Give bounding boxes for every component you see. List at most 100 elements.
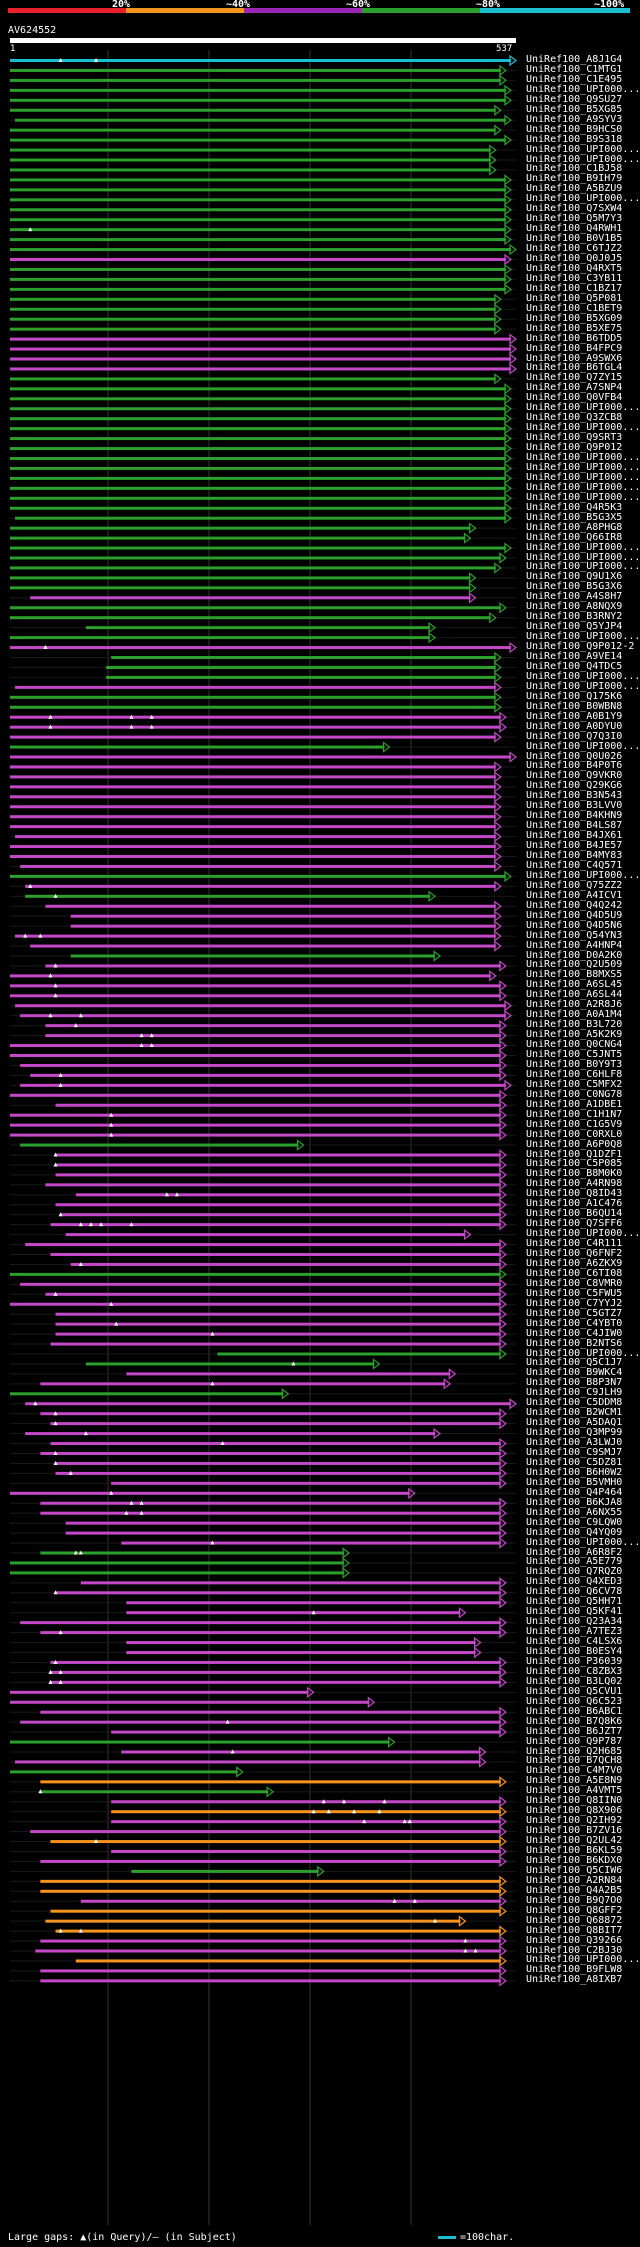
hit-bar[interactable] <box>55 1461 501 1465</box>
hit-label[interactable]: UniRef100_C6HLF8 <box>526 1068 623 1080</box>
hit-bar[interactable] <box>15 835 496 839</box>
hit-label[interactable]: UniRef100_Q7SFF6 <box>526 1218 623 1230</box>
hit-bar[interactable] <box>10 248 511 252</box>
hit-label[interactable]: UniRef100_B3L720 <box>526 1019 623 1031</box>
hit-label[interactable]: UniRef100_C5MFX2 <box>526 1078 623 1090</box>
hit-label[interactable]: UniRef100_Q5YJP4 <box>526 621 623 633</box>
hit-track[interactable] <box>10 353 517 365</box>
hit-track[interactable] <box>10 1815 516 1828</box>
hit-track[interactable] <box>10 1179 516 1191</box>
hit-bar[interactable] <box>10 1133 501 1137</box>
hit-label[interactable]: UniRef100_Q9VKR0 <box>526 770 623 782</box>
hit-track[interactable] <box>10 1567 516 1579</box>
hit-bar[interactable] <box>50 1680 501 1684</box>
hit-track[interactable] <box>10 791 516 803</box>
hit-bar[interactable] <box>10 1044 501 1048</box>
hit-bar[interactable] <box>10 735 496 739</box>
hit-bar[interactable] <box>10 407 506 411</box>
hit-track[interactable] <box>10 1537 516 1549</box>
hit-bar[interactable] <box>10 1571 345 1575</box>
hit-bar[interactable] <box>10 476 506 480</box>
hit-label[interactable]: UniRef100_B9Q7O0 <box>526 1894 623 1906</box>
hit-bar[interactable] <box>111 1820 501 1824</box>
hit-track[interactable] <box>10 1278 516 1291</box>
hit-track[interactable] <box>10 840 516 853</box>
hit-track[interactable] <box>10 303 516 315</box>
hit-label[interactable]: UniRef100_B5G3X5 <box>526 511 623 523</box>
hit-label[interactable]: UniRef100_B8P3N7 <box>526 1377 623 1389</box>
hit-track[interactable] <box>10 830 516 843</box>
hit-label[interactable]: UniRef100_C6TI08 <box>526 1267 623 1279</box>
hit-bar[interactable] <box>50 1840 501 1844</box>
hit-bar[interactable] <box>10 1054 501 1057</box>
hit-label[interactable]: UniRef100_Q6C523 <box>526 1695 623 1707</box>
hit-label[interactable]: UniRef100_Q5P081 <box>526 292 623 304</box>
hit-bar[interactable] <box>10 526 471 530</box>
hit-label[interactable]: UniRef100_UPI000... <box>526 680 640 692</box>
hit-bar[interactable] <box>55 1173 501 1177</box>
hit-bar[interactable] <box>10 855 496 858</box>
hit-track[interactable] <box>10 472 516 485</box>
hit-label[interactable]: UniRef100_Q0U026 <box>526 750 623 762</box>
hit-label[interactable]: UniRef100_B6ABC1 <box>526 1705 623 1717</box>
hit-label[interactable]: UniRef100_Q75ZZ2 <box>526 879 623 891</box>
hit-track[interactable] <box>10 1238 516 1251</box>
hit-bar[interactable] <box>111 1800 501 1804</box>
hit-track[interactable] <box>10 124 516 136</box>
hit-track[interactable] <box>10 1855 516 1868</box>
hit-bar[interactable] <box>10 695 496 699</box>
hit-track[interactable] <box>10 542 516 554</box>
hit-track[interactable] <box>10 1686 516 1698</box>
hit-bar[interactable] <box>10 148 491 152</box>
hit-track[interactable] <box>10 1199 516 1211</box>
hit-bar[interactable] <box>10 258 506 261</box>
hit-bar[interactable] <box>30 944 496 948</box>
hit-bar[interactable] <box>55 1203 501 1207</box>
hit-label[interactable]: UniRef100_UPI000... <box>526 452 640 463</box>
hit-label[interactable]: UniRef100_C4Q571 <box>526 859 623 871</box>
hit-track[interactable] <box>10 880 516 893</box>
hit-label[interactable]: UniRef100_B7Q8K6 <box>526 1715 623 1727</box>
hit-bar[interactable] <box>10 1561 345 1565</box>
hit-track[interactable] <box>10 1497 516 1509</box>
hit-bar[interactable] <box>10 646 511 650</box>
hit-bar[interactable] <box>60 1213 501 1217</box>
hit-bar[interactable] <box>20 1621 501 1625</box>
hit-bar[interactable] <box>20 1014 506 1018</box>
hit-label[interactable]: UniRef100_C5DZ81 <box>526 1456 623 1468</box>
hit-label[interactable]: UniRef100_UPI000... <box>526 83 640 95</box>
hit-label[interactable]: UniRef100_B5VMH0 <box>526 1476 623 1488</box>
hit-label[interactable]: UniRef100_B4P0T6 <box>526 760 623 772</box>
hit-bar[interactable] <box>45 904 496 908</box>
hit-bar[interactable] <box>10 417 506 421</box>
hit-bar[interactable] <box>10 1093 501 1097</box>
hit-bar[interactable] <box>40 1710 501 1714</box>
hit-bar[interactable] <box>45 1183 501 1187</box>
hit-track[interactable] <box>10 621 516 634</box>
hit-bar[interactable] <box>80 1581 501 1585</box>
hit-bar[interactable] <box>10 845 496 849</box>
hit-bar[interactable] <box>40 1780 501 1784</box>
hit-bar[interactable] <box>10 1272 501 1276</box>
hit-bar[interactable] <box>10 775 496 779</box>
hit-label[interactable]: UniRef100_B5G3X6 <box>526 581 623 593</box>
hit-label[interactable]: UniRef100_UPI000... <box>526 143 640 155</box>
hit-label[interactable]: UniRef100_A4VMT5 <box>526 1785 623 1797</box>
hit-label[interactable]: UniRef100_C1BJ58 <box>526 163 623 175</box>
hit-label[interactable]: UniRef100_Q8X906 <box>526 1805 623 1817</box>
hit-track[interactable] <box>10 164 516 176</box>
hit-track[interactable] <box>10 562 516 574</box>
hit-label[interactable]: UniRef100_UPI000... <box>526 1347 640 1359</box>
hit-label[interactable]: UniRef100_Q0J0J5 <box>526 253 623 264</box>
hit-bar[interactable] <box>40 1979 501 1983</box>
hit-bar[interactable] <box>45 1034 501 1038</box>
hit-label[interactable]: UniRef100_Q8ID43 <box>526 1188 623 1200</box>
hit-bar[interactable] <box>10 705 496 709</box>
hit-track[interactable] <box>10 1049 516 1062</box>
hit-track[interactable] <box>10 1706 516 1718</box>
hit-label[interactable]: UniRef100_A4ICV1 <box>526 889 623 901</box>
hit-label[interactable]: UniRef100_C4JIW0 <box>526 1327 623 1339</box>
hit-label[interactable]: UniRef100_Q29KG6 <box>526 780 623 792</box>
hit-label[interactable]: UniRef100_B4KHN9 <box>526 810 623 822</box>
hit-label[interactable]: UniRef100_Q7SXW4 <box>526 203 623 215</box>
